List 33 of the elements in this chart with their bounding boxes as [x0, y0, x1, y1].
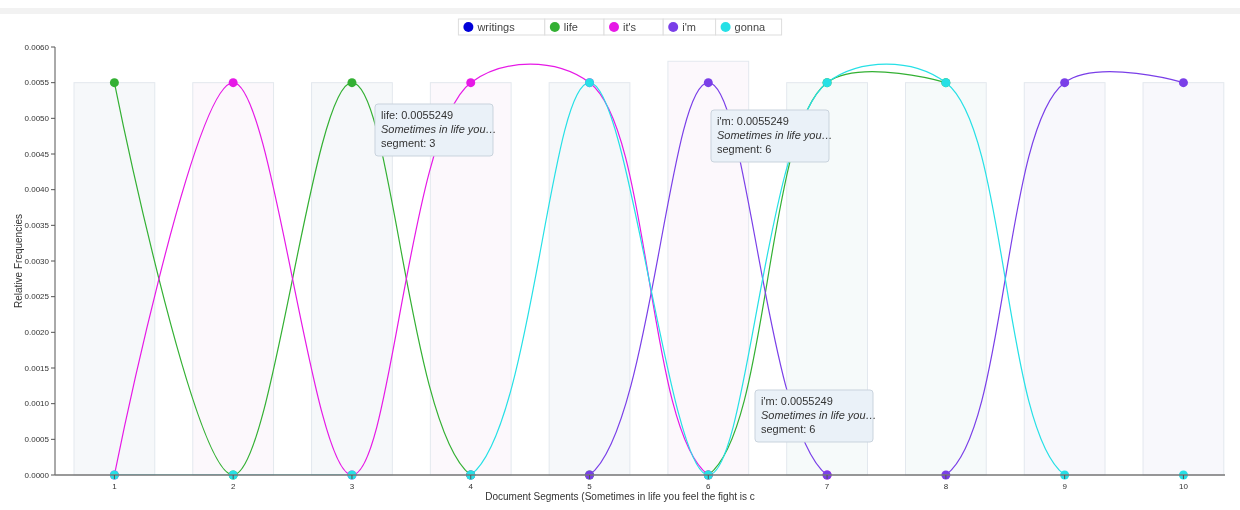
x-tick-label: 4 [468, 482, 474, 491]
y-tick-label: 0.0050 [24, 113, 50, 123]
x-tick-label: 6 [706, 482, 712, 491]
y-tick-label: 0.0060 [24, 42, 50, 52]
annotation: i'm: 0.0055249 Sometimes in life you… segment: 6 [717, 115, 833, 155]
y-tick-label: 0.0000 [24, 470, 50, 480]
x-tick-label: 5 [587, 482, 593, 491]
y-tick-label: 0.0040 [24, 185, 50, 195]
y-tick-label: 0.0020 [24, 327, 50, 337]
x-tick-label: 10 [1178, 482, 1189, 491]
y-tick-label: 0.0035 [24, 220, 50, 230]
annotation: life: 0.0055249 Sometimes in life you… segment: 3 [381, 109, 497, 149]
y-tick-label: 0.0045 [24, 149, 50, 159]
x-tick-label: 7 [824, 482, 830, 491]
x-tick-label: 9 [1062, 482, 1068, 491]
legend-label: i'm [682, 21, 696, 33]
x-tick-label: 1 [112, 482, 118, 491]
annotation: i'm: 0.0055249 Sometimes in life you… segment: 6 [761, 395, 877, 435]
x-tick-label: 8 [943, 482, 949, 491]
y-tick-label: 0.0025 [24, 292, 50, 302]
x-tick-label: 3 [349, 482, 355, 491]
legend-label: life [563, 21, 578, 33]
legend-label: gonna [734, 21, 767, 33]
x-tick-label: 2 [230, 482, 236, 491]
y-axis-title: Relative Frequencies [13, 214, 24, 308]
y-tick-label: 0.0030 [24, 256, 50, 266]
y-tick-label: 0.0015 [24, 363, 50, 373]
legend-label: writings [476, 21, 516, 33]
y-tick-label: 0.0010 [24, 399, 50, 409]
y-tick-label: 0.0005 [24, 434, 50, 444]
legend-label: it's [623, 21, 637, 33]
y-tick-label: 0.0055 [24, 78, 50, 88]
x-axis-title: Document Segments (Sometimes in life you feel the fight is c [485, 491, 755, 502]
